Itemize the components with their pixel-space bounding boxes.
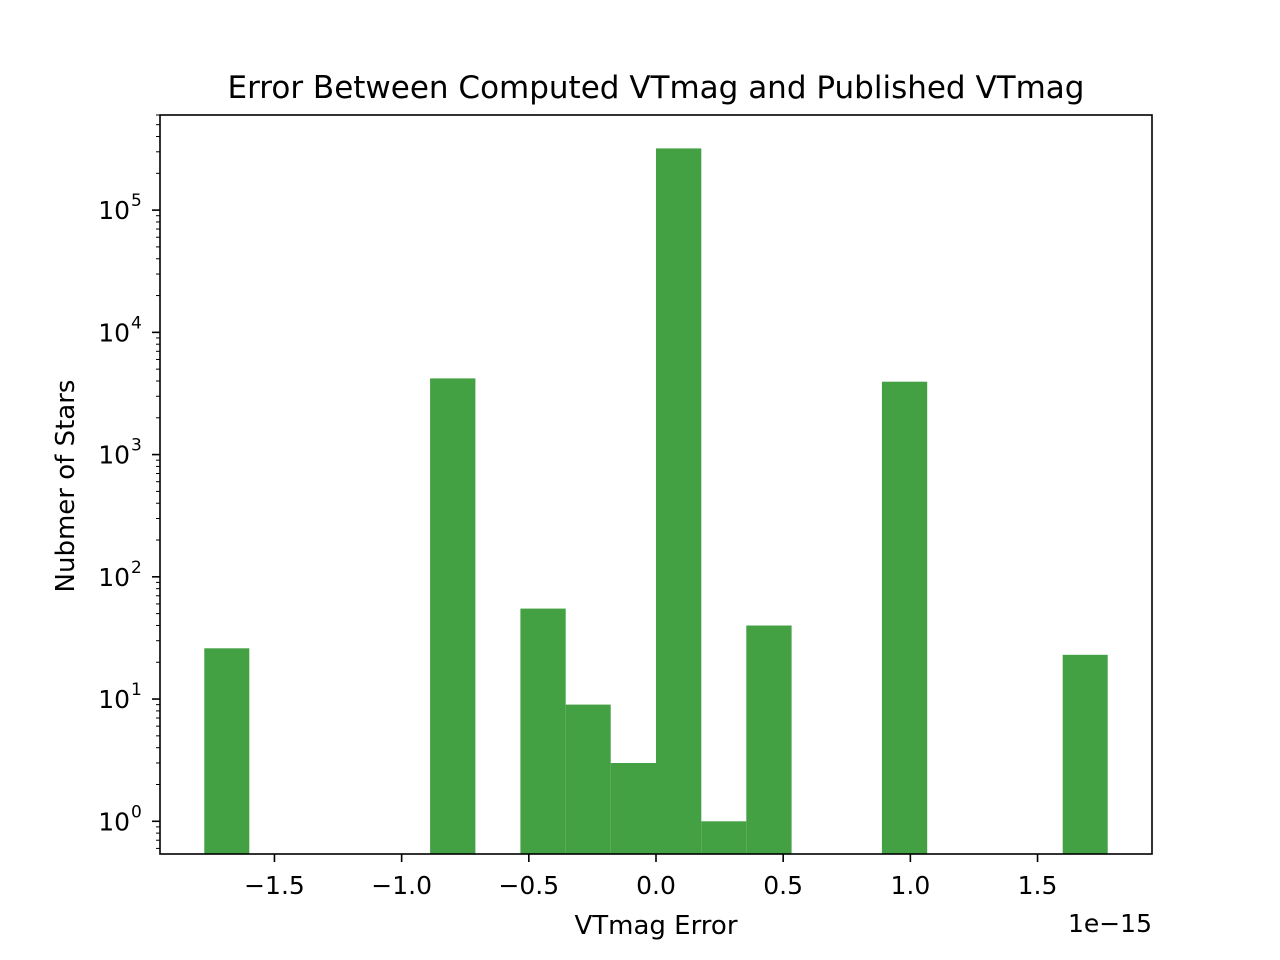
histogram-bar xyxy=(881,381,928,854)
x-tick-label: −1.5 xyxy=(244,871,305,900)
histogram-bar xyxy=(656,148,702,854)
x-tick-label: −1.0 xyxy=(371,871,432,900)
y-tick-exponent: 3 xyxy=(131,436,142,456)
chart-title: Error Between Computed VTmag and Publish… xyxy=(228,70,1085,106)
y-tick-exponent: 4 xyxy=(131,313,142,333)
histogram-bar xyxy=(746,625,792,854)
x-tick-label: 0.0 xyxy=(636,871,676,900)
x-axis-offset-label: 1e−15 xyxy=(1068,909,1152,938)
y-tick-exponent: 1 xyxy=(131,680,142,700)
x-tick-label: 0.5 xyxy=(763,871,803,900)
histogram-bar xyxy=(1062,654,1108,854)
y-tick-exponent: 2 xyxy=(131,558,142,578)
y-tick-label: 10 xyxy=(98,318,130,347)
y-tick-label: 10 xyxy=(98,807,130,836)
y-axis-label: Nubmer of Stars xyxy=(51,380,81,593)
histogram-bar xyxy=(430,378,476,854)
x-tick-label: 1.5 xyxy=(1018,871,1058,900)
histogram-bar xyxy=(520,608,566,854)
y-tick-label: 10 xyxy=(98,441,130,470)
y-tick-label: 10 xyxy=(98,563,130,592)
x-axis-label: VTmag Error xyxy=(574,911,737,941)
histogram-bar xyxy=(565,704,611,854)
x-tick-label: 1.0 xyxy=(890,871,930,900)
y-tick-exponent: 5 xyxy=(131,191,142,211)
y-tick-label: 10 xyxy=(98,196,130,225)
x-axis-ticks: −1.5 −1.0 −0.5 0.0 0.5 1.0 1.5 xyxy=(244,854,1057,900)
histogram-bar xyxy=(610,763,656,854)
y-tick-label: 10 xyxy=(98,685,130,714)
histogram-bar xyxy=(204,648,250,854)
x-tick-label: −0.5 xyxy=(498,871,559,900)
histogram-bar xyxy=(701,821,747,854)
y-tick-exponent: 0 xyxy=(131,802,142,822)
bars-group xyxy=(204,148,1108,854)
